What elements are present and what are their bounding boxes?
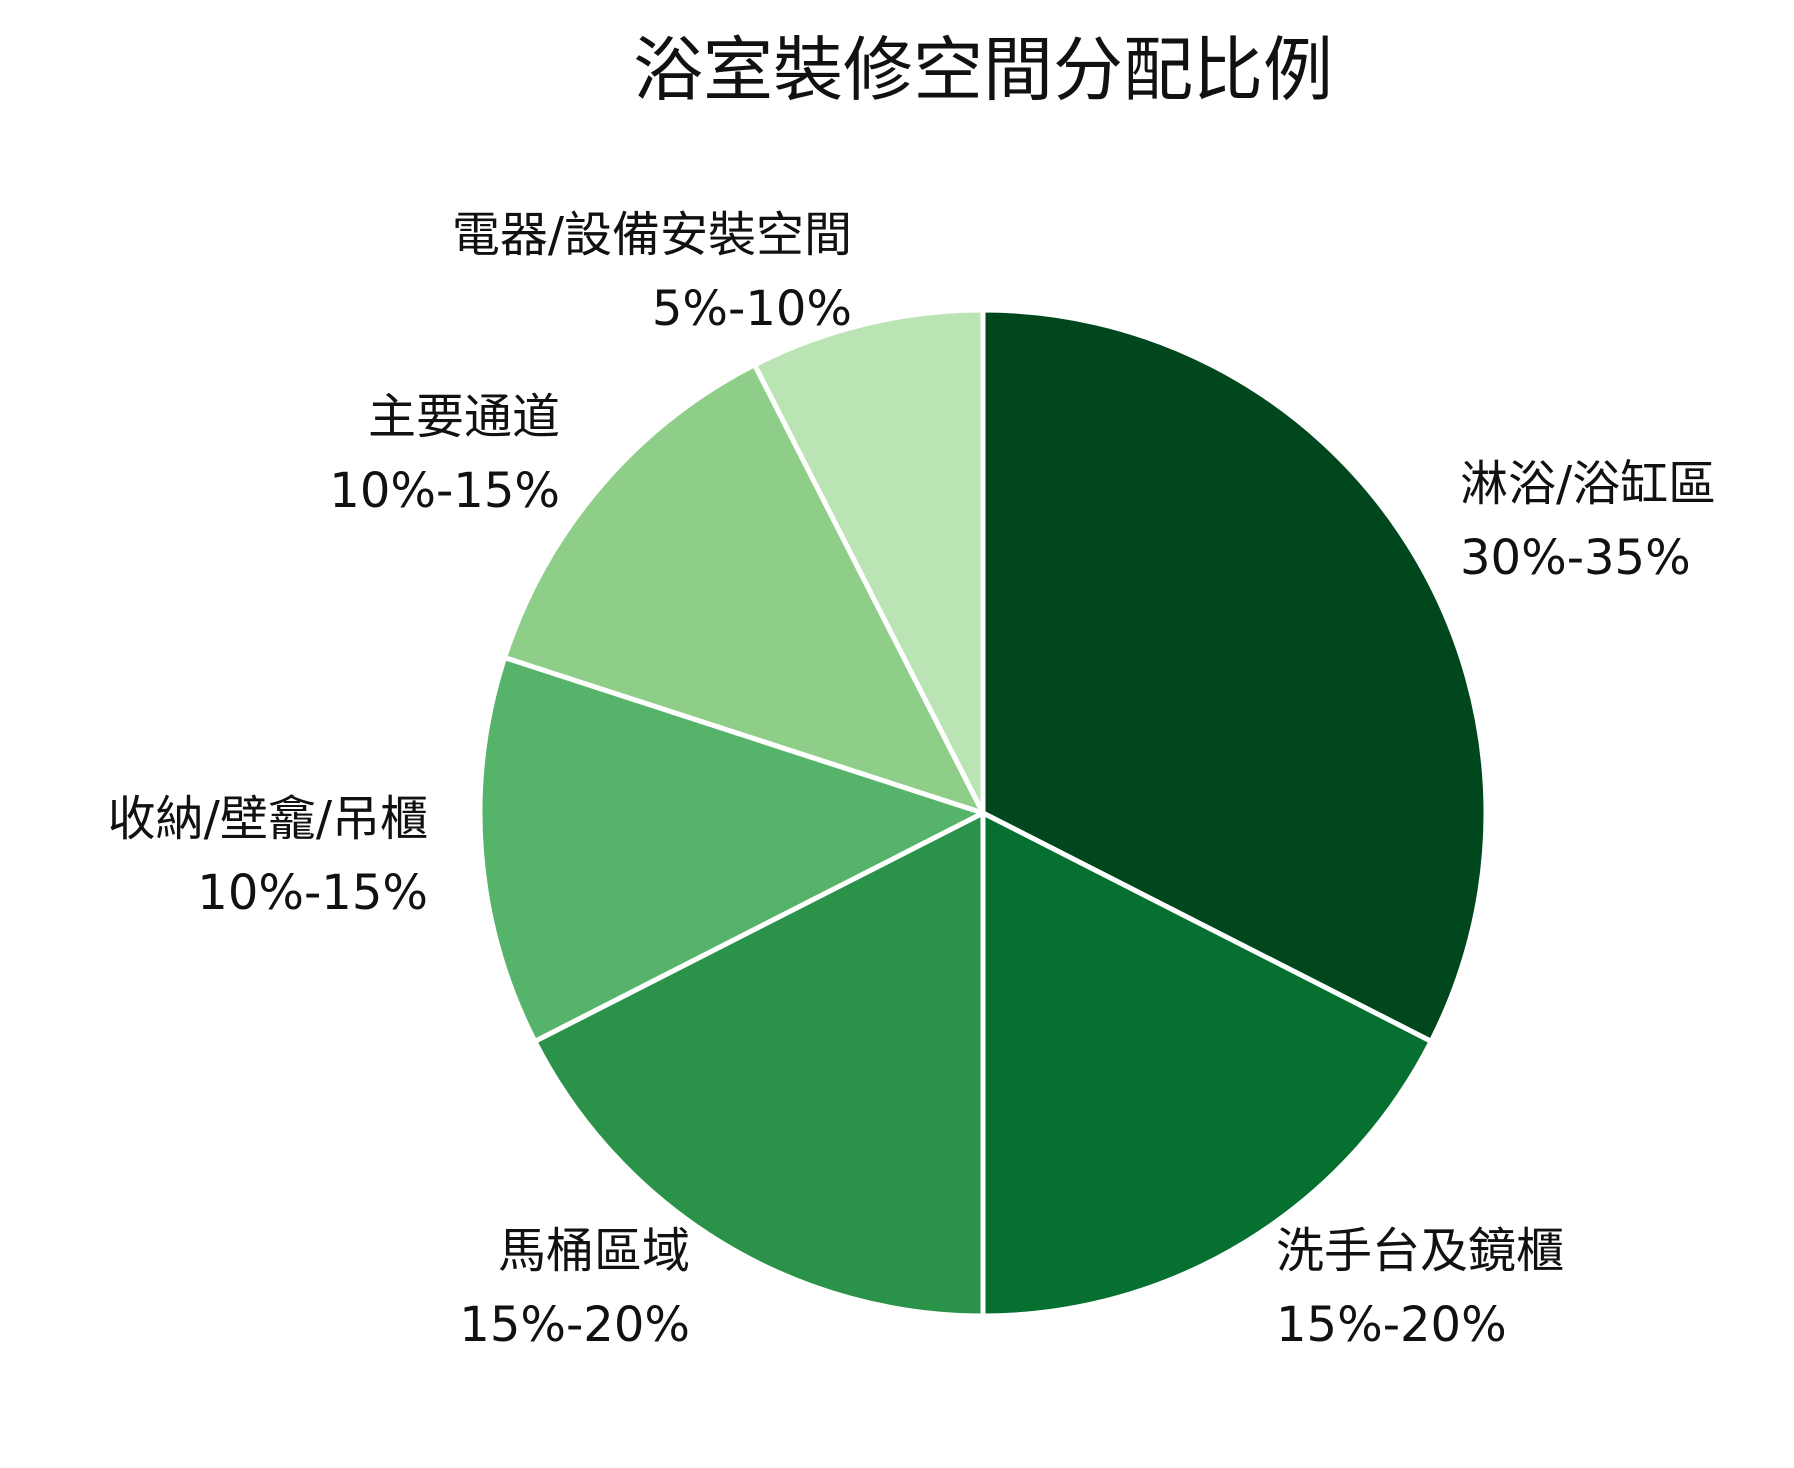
pie-slice-4 (477, 655, 986, 1044)
slice-label-name-1: 淋浴/浴缸區 (1460, 456, 1716, 512)
slice-label-name-3: 馬桶區域 (498, 1223, 690, 1279)
pie-slice-2 (980, 810, 1434, 1319)
slice-label-range-4: 10%-15% (197, 865, 428, 921)
slice-label-range-3: 15%-20% (459, 1297, 690, 1353)
pie-slice-3 (532, 810, 986, 1319)
slice-label-range-2: 15%-20% (1276, 1297, 1507, 1353)
slice-label-name-5: 主要通道 (368, 389, 560, 445)
slice-label-range-5: 10%-15% (329, 463, 560, 519)
pie-slice-6 (752, 307, 986, 816)
pie-slice-5 (502, 362, 986, 816)
slice-labels: 淋浴/浴缸區 30%-35% 洗手台及鏡櫃 15%-20% 馬桶區域 15%-20% 收納/… (108, 207, 1717, 1353)
slice-label-range-1: 30%-35% (1460, 530, 1691, 586)
pie-slices (477, 307, 1489, 1319)
slice-label-name-2: 洗手台及鏡櫃 (1276, 1223, 1564, 1279)
slice-label-range-6: 5%-10% (652, 281, 852, 337)
slice-label-name-6: 電器/設備安裝空間 (452, 207, 852, 263)
slice-label-name-4: 收納/壁龕/吊櫃 (108, 791, 428, 847)
pie-slice-1 (980, 307, 1489, 1044)
chart-title: 浴室裝修空間分配比例 (633, 29, 1333, 111)
